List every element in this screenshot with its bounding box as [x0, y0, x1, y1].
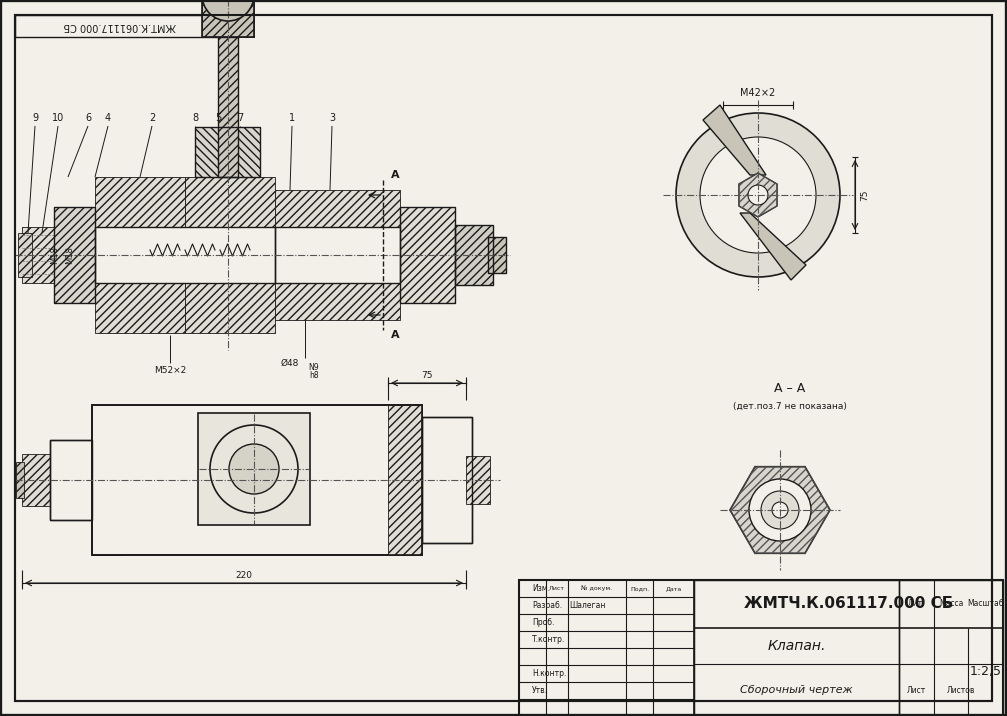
Text: 220: 220	[236, 571, 253, 579]
Text: Масштаб: Масштаб	[968, 599, 1004, 608]
Bar	[50, 440, 92, 520]
Circle shape	[748, 185, 768, 205]
Text: Утв.: Утв.	[532, 686, 548, 695]
Circle shape	[749, 479, 811, 541]
Circle shape	[210, 425, 298, 513]
Bar	[195, 127, 260, 177]
Text: ЖМТЧ.К.061117.000 СБ: ЖМТЧ.К.061117.000 СБ	[744, 596, 954, 611]
Bar	[388, 405, 422, 555]
Bar	[92, 405, 422, 555]
Text: М18: М18	[65, 246, 75, 264]
Polygon shape	[730, 467, 830, 553]
Text: 6: 6	[85, 113, 91, 123]
Text: 75: 75	[421, 370, 433, 379]
Text: Клапан.: Клапан.	[767, 639, 826, 653]
Text: Разраб.: Разраб.	[532, 601, 562, 610]
Bar	[198, 413, 310, 525]
Bar	[22, 454, 50, 506]
Text: h8: h8	[309, 370, 319, 379]
Text: № докум.: № докум.	[581, 586, 612, 591]
Text: Ø48: Ø48	[281, 359, 299, 367]
Text: М18: М18	[50, 246, 59, 264]
Text: Лист: Лист	[549, 586, 565, 591]
Text: 5: 5	[214, 113, 222, 123]
Bar	[455, 225, 493, 285]
Text: 2: 2	[149, 113, 155, 123]
Circle shape	[229, 444, 279, 494]
Circle shape	[772, 502, 788, 518]
Text: A: A	[391, 330, 400, 340]
Polygon shape	[740, 213, 806, 280]
Bar	[455, 225, 493, 285]
Text: Подп.: Подп.	[630, 586, 650, 591]
Bar	[92, 405, 422, 555]
Bar	[185, 177, 275, 333]
Text: 3: 3	[329, 113, 335, 123]
Text: Листов: Листов	[947, 686, 975, 695]
Bar	[202, 0, 254, 37]
Bar	[519, 580, 1003, 716]
Text: М42×2: М42×2	[740, 88, 775, 98]
Bar	[422, 417, 472, 543]
Bar	[400, 207, 455, 303]
Bar	[275, 190, 400, 320]
Text: 4: 4	[105, 113, 111, 123]
Bar	[195, 127, 260, 177]
Bar	[488, 237, 506, 273]
Bar	[18, 233, 32, 277]
Circle shape	[700, 137, 816, 253]
Text: М52×2: М52×2	[154, 365, 186, 374]
Bar	[95, 227, 275, 283]
Bar	[275, 227, 400, 283]
Bar	[400, 207, 455, 303]
Bar	[694, 580, 899, 716]
Text: 1:2,5: 1:2,5	[970, 665, 1002, 678]
Bar	[218, 37, 238, 177]
Text: 1: 1	[289, 113, 295, 123]
Text: 10: 10	[52, 113, 64, 123]
Text: Изм.: Изм.	[532, 584, 550, 593]
Text: 9: 9	[32, 113, 38, 123]
Bar	[16, 462, 24, 498]
Text: N9: N9	[309, 362, 319, 372]
Circle shape	[676, 113, 840, 277]
Bar	[218, 37, 238, 177]
Bar	[422, 417, 472, 543]
Text: Масса: Масса	[939, 599, 963, 608]
Text: Сборочный чертеж: Сборочный чертеж	[740, 685, 853, 695]
Bar	[22, 227, 54, 283]
Text: Н.контр.: Н.контр.	[532, 669, 566, 678]
Text: Т.контр.: Т.контр.	[532, 635, 565, 644]
Text: A: A	[391, 170, 400, 180]
Text: Проб.: Проб.	[532, 618, 555, 627]
Text: (дет.поз.7 не показана): (дет.поз.7 не показана)	[733, 402, 847, 410]
Text: ЖМТ.К.061117.000 СБ: ЖМТ.К.061117.000 СБ	[63, 21, 176, 31]
Polygon shape	[703, 105, 766, 175]
Bar	[95, 177, 185, 333]
Bar	[275, 227, 400, 283]
Text: 7: 7	[237, 113, 243, 123]
Text: Дата: Дата	[666, 586, 682, 591]
Circle shape	[761, 491, 799, 529]
Text: 8: 8	[192, 113, 198, 123]
Bar	[54, 207, 95, 303]
Bar	[488, 237, 506, 273]
Text: Лист: Лист	[906, 686, 926, 695]
Text: Лит.: Лит.	[907, 599, 925, 608]
Circle shape	[202, 0, 254, 21]
Bar	[95, 227, 275, 283]
Bar	[50, 440, 92, 520]
Text: 75: 75	[861, 189, 869, 200]
Text: Шалеган: Шалеган	[569, 601, 605, 610]
Bar	[466, 456, 490, 504]
Bar	[202, 0, 254, 37]
Bar	[54, 207, 95, 303]
Bar	[899, 580, 1003, 716]
Bar	[92, 405, 124, 555]
Polygon shape	[739, 173, 777, 217]
Bar	[15, 15, 225, 37]
Text: А – А: А – А	[774, 382, 806, 395]
